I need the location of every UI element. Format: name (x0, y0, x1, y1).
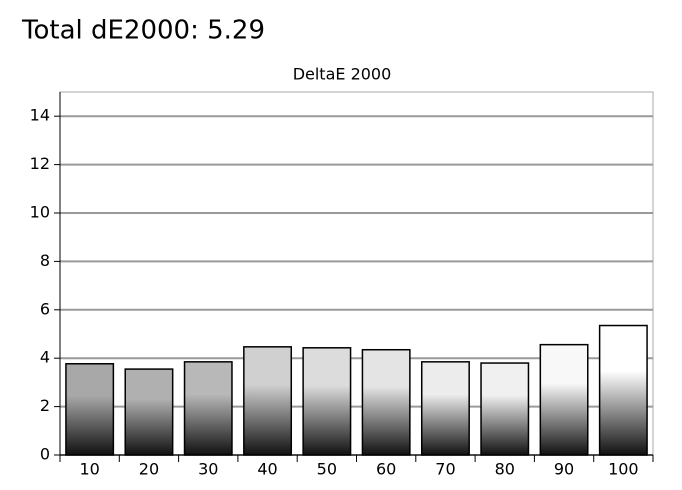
y-tick-label: 2 (40, 396, 50, 415)
x-tick-label: 60 (376, 460, 396, 479)
bar (420, 361, 470, 456)
bar (65, 363, 115, 456)
y-tick-label: 4 (40, 348, 50, 367)
x-tick-label: 70 (435, 460, 455, 479)
bar (598, 324, 648, 456)
x-tick-label: 50 (317, 460, 337, 479)
x-tick-label: 80 (495, 460, 515, 479)
chart-title: DeltaE 2000 (293, 65, 392, 84)
y-tick-label: 14 (30, 106, 50, 125)
y-tick-label: 0 (40, 445, 50, 464)
x-tick-label: 20 (139, 460, 159, 479)
bar (243, 346, 293, 456)
y-tick-label: 12 (30, 154, 50, 173)
bar (539, 343, 589, 456)
x-tick-label: 100 (608, 460, 639, 479)
bar (302, 347, 352, 456)
y-tick-label: 10 (30, 203, 50, 222)
x-tick-label: 30 (198, 460, 218, 479)
bar (183, 361, 233, 456)
x-tick-label: 90 (554, 460, 574, 479)
y-tick-label: 8 (40, 251, 50, 270)
x-tick-label: 10 (79, 460, 99, 479)
bar (361, 348, 411, 456)
page-title: Total dE2000: 5.29 (21, 16, 265, 46)
bar (480, 362, 530, 456)
y-tick-label: 6 (40, 299, 50, 318)
bar (124, 368, 174, 456)
x-tick-label: 40 (257, 460, 277, 479)
